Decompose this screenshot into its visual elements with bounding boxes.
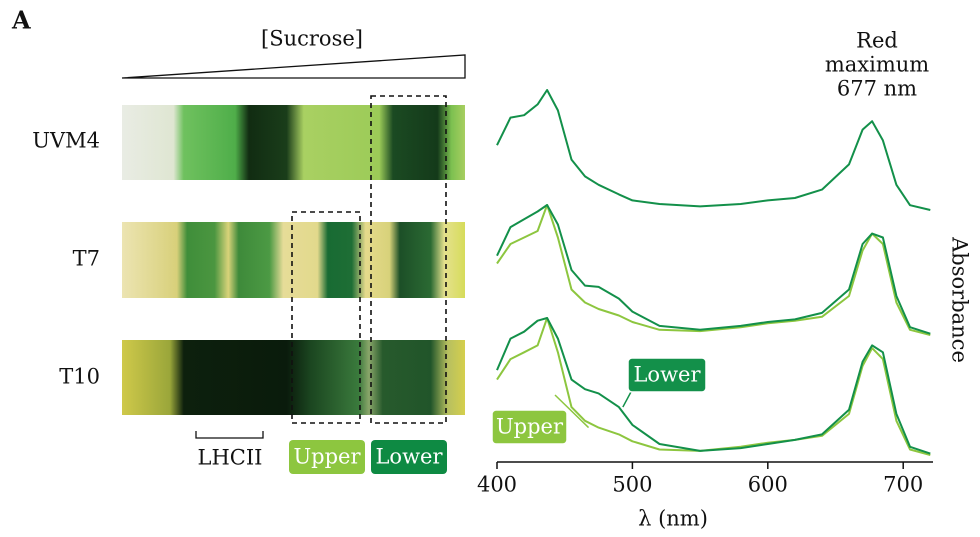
tube-label: UVM4: [32, 129, 100, 153]
series-label: Upper: [496, 415, 564, 439]
x-tick-label: 400: [477, 473, 517, 497]
band-label: Lower: [375, 445, 443, 469]
tube-label: T10: [59, 365, 100, 389]
annotation: 677 nm: [837, 77, 917, 101]
tube: [122, 105, 465, 180]
y-axis-label: Absorbance: [948, 236, 972, 363]
x-tick-label: 600: [748, 473, 788, 497]
gradient-wedge: [122, 55, 465, 78]
tube-label: T7: [73, 247, 100, 271]
panel-label: A: [11, 6, 31, 35]
lhcii-bracket: [196, 431, 263, 438]
tube: [122, 340, 465, 415]
spectrum-line: [497, 205, 930, 334]
gradient-label: [Sucrose]: [261, 27, 363, 51]
annotation: maximum: [825, 53, 929, 77]
lhcii-label: LHCII: [198, 446, 263, 470]
series-label: Lower: [633, 363, 701, 387]
tube: [122, 222, 465, 298]
band-label: Upper: [293, 445, 361, 469]
x-axis-label: λ (nm): [638, 507, 708, 531]
x-tick-label: 500: [612, 473, 652, 497]
x-tick-label: 700: [883, 473, 923, 497]
figure: A [Sucrose] UVM4 T7 T10 LHCII Upper Lowe…: [0, 0, 980, 537]
spectrum-line: [497, 205, 930, 335]
annotation: Red: [856, 29, 898, 53]
spectrum-line: [497, 90, 930, 210]
